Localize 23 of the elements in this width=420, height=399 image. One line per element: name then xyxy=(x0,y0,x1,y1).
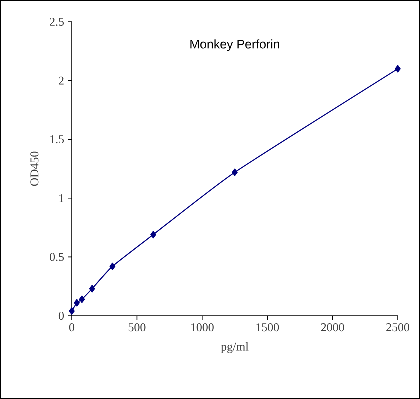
y-tick-label: 2.5 xyxy=(50,18,64,26)
y-tick-label: 2 xyxy=(59,76,64,85)
point xyxy=(232,168,238,176)
text: Monkey Perforin xyxy=(190,40,280,52)
point xyxy=(110,262,116,270)
x-tick-label: 1000 xyxy=(191,324,214,332)
y-tick-label: 0 xyxy=(58,312,64,320)
x-tick-label: 2500 xyxy=(386,324,410,332)
x-axis-title: pg/ml xyxy=(221,342,249,354)
point xyxy=(79,296,86,304)
y-axis-title: OD450 xyxy=(30,152,39,186)
y-tick-label: 0.5 xyxy=(50,253,64,262)
point xyxy=(74,299,80,307)
x-tick-label: 0 xyxy=(69,324,75,332)
point xyxy=(69,308,75,316)
point xyxy=(395,65,401,73)
point xyxy=(150,231,156,239)
x-tick-label: 500 xyxy=(128,324,146,332)
point xyxy=(89,285,96,293)
y-tick-label: 1 xyxy=(60,194,64,202)
x-tick-label: 1500 xyxy=(256,324,280,332)
y-tick-label: 1.5 xyxy=(50,136,64,144)
x-tick-label: 2000 xyxy=(321,324,344,332)
